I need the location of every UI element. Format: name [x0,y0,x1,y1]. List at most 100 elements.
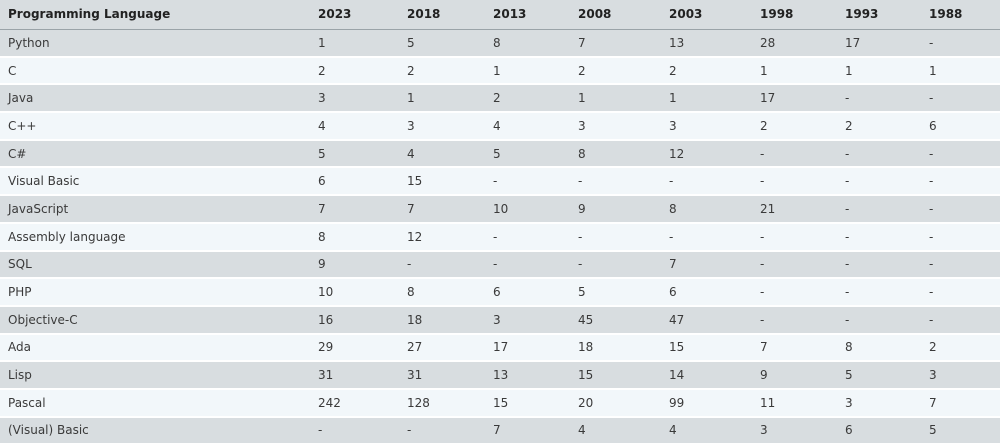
language-name-cell: PHP [0,278,310,307]
rank-cell: 13 [661,29,752,58]
rank-cell: 2 [661,56,752,86]
rank-cell: 6 [310,167,399,197]
table-row: SQL 9- - -7- - - [0,250,1000,280]
rank-cell: 47 [661,305,752,335]
rank-cell: 12 [399,222,485,252]
rank-cell: - [837,139,921,169]
table-row: C++ 4 3 4 3 3 2 2 6 [0,112,1000,141]
rank-cell: 27 [399,333,485,363]
rank-cell: - [752,167,837,197]
rank-cell: 1 [837,56,921,86]
rank-cell: 7 [310,195,399,224]
rank-cell: - [837,167,921,197]
rank-cell: 10 [310,278,399,307]
rank-cell: 9 [310,250,399,280]
table-row: Pascal 242 128 15 20 99 11 3 7 [0,388,1000,418]
rank-cell: - [485,250,570,280]
language-name-cell: Python [0,29,310,58]
rank-cell: - [485,222,570,252]
rank-cell: 6 [921,112,1000,141]
rank-cell: - [837,84,921,114]
rank-cell: 15 [399,167,485,197]
table-row: Assembly language 8 12- - - - - - [0,222,1000,252]
rank-cell: 8 [399,278,485,307]
table-row: Objective-C 16 18 3 45 47- - - [0,305,1000,335]
rank-cell: - [921,167,1000,197]
language-name-cell: Pascal [0,388,310,418]
rank-cell: - [752,305,837,335]
rank-cell: 15 [485,388,570,418]
rank-cell: - [921,84,1000,114]
header-cell-1988: 1988 [921,0,1000,30]
rank-cell: 15 [570,361,661,390]
rank-cell: - [570,222,661,252]
rank-cell: 4 [570,416,661,446]
rank-cell: 2 [310,56,399,86]
rank-cell: 7 [399,195,485,224]
rank-cell: 6 [485,278,570,307]
table-row: Lisp 31 31 13 15 14 9 5 3 [0,361,1000,390]
rank-cell: 6 [661,278,752,307]
rank-cell: 2 [752,112,837,141]
rank-cell: 5 [570,278,661,307]
rank-cell: 4 [661,416,752,446]
rank-cell: 6 [837,416,921,446]
rank-cell: 3 [661,112,752,141]
rank-cell: - [752,139,837,169]
rank-cell: 1 [921,56,1000,86]
language-name-cell: Java [0,84,310,114]
rank-cell: - [921,305,1000,335]
rank-cell: - [310,416,399,446]
rank-cell: 1 [485,56,570,86]
rank-cell: - [399,416,485,446]
rank-cell: 8 [570,139,661,169]
rank-cell: 18 [570,333,661,363]
rank-cell: - [837,250,921,280]
rank-cell: 29 [310,333,399,363]
header-cell-2003: 2003 [661,0,752,30]
language-name-cell: Lisp [0,361,310,390]
rank-cell: 8 [310,222,399,252]
rank-cell: 3 [752,416,837,446]
rank-cell: 1 [570,84,661,114]
rank-cell: - [837,278,921,307]
rank-cell: 7 [661,250,752,280]
table-row: Java 3 1 2 1 1 17- - [0,84,1000,114]
rank-cell: 45 [570,305,661,335]
rank-cell: 4 [399,139,485,169]
language-name-cell: C [0,56,310,86]
rank-cell: 17 [837,29,921,58]
rank-cell: 2 [921,333,1000,363]
rank-cell: - [921,278,1000,307]
rank-cell: - [837,195,921,224]
language-name-cell: Assembly language [0,222,310,252]
rank-cell: - [921,195,1000,224]
language-name-cell: Objective-C [0,305,310,335]
rank-cell: - [485,167,570,197]
language-name-cell: Visual Basic [0,167,310,197]
rank-cell: 7 [752,333,837,363]
rank-cell: - [570,167,661,197]
rank-cell: 9 [570,195,661,224]
rank-cell: 3 [399,112,485,141]
rank-cell: 15 [661,333,752,363]
language-name-cell: (Visual) Basic [0,416,310,446]
table-row: Python 1 5 8 7 13 28 17- [0,29,1000,58]
table-body: Python 1 5 8 7 13 28 17- C 2 2 1 2 2 1 1 1 Java 3 1 2 1 1 17- - C… [0,29,1000,446]
rank-cell: 21 [752,195,837,224]
header-cell-2023: 2023 [310,0,399,30]
header-cell-2008: 2008 [570,0,661,30]
rank-cell: 13 [485,361,570,390]
language-name-cell: JavaScript [0,195,310,224]
rank-cell: - [661,222,752,252]
rank-cell: 14 [661,361,752,390]
rank-cell: - [661,167,752,197]
table-row: (Visual) Basic - -7 4 4 3 6 5 [0,416,1000,446]
rank-cell: 8 [485,29,570,58]
rank-cell: 1 [661,84,752,114]
rank-cell: 18 [399,305,485,335]
rank-cell: 1 [310,29,399,58]
language-name-cell: Ada [0,333,310,363]
